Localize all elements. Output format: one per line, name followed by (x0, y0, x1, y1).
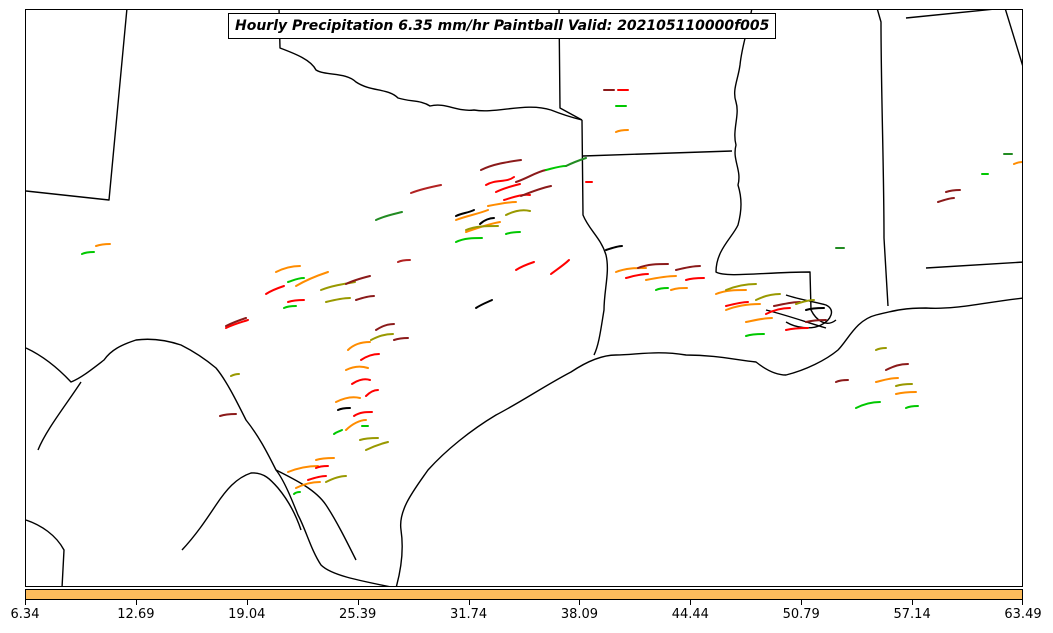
colorbar-tick-label: 12.69 (117, 607, 155, 622)
colorbar-tick-mark (246, 600, 248, 605)
river-boundary-mississippi (715, 10, 837, 324)
boundaries-layer (26, 10, 1022, 586)
colorbar-tick-label: 31.74 (449, 607, 488, 622)
state-boundary-nm-co (26, 10, 128, 201)
state-boundary-al-fl (925, 261, 1022, 269)
state-boundary-mx-4 (275, 469, 357, 561)
state-boundary-ok-tx (278, 10, 583, 121)
colorbar-tick-label: 25.39 (339, 607, 377, 622)
colorbar-tick-label: 63.49 (1004, 607, 1042, 622)
colorbar-tick-mark (468, 600, 470, 605)
colorbar-tick-label: 6.34 (10, 607, 40, 622)
map-title: Hourly Precipitation 6.35 mm/hr Paintbal… (228, 13, 777, 39)
colorbar-tick-label: 50.79 (782, 607, 820, 622)
border-us-mexico (26, 338, 390, 586)
precip-paintball-layer (81, 89, 1022, 495)
coastline-gulf (395, 297, 1022, 586)
colorbar-tick-mark (357, 600, 359, 605)
colorbar-tick-mark (25, 600, 26, 605)
colorbar-tick-label: 19.04 (228, 607, 266, 622)
state-boundary-ar-la (582, 150, 733, 157)
colorbar-tick-label: 44.44 (671, 607, 709, 622)
state-boundary-tx-la (581, 119, 609, 356)
colorbar-tick-label: 57.14 (893, 607, 931, 622)
colorbar-tick-mark (801, 600, 803, 605)
colorbar (25, 589, 1023, 600)
colorbar-tick-mark (912, 600, 914, 605)
state-boundary-mx-3 (181, 472, 302, 551)
map-canvas (26, 10, 1022, 586)
colorbar-tick-mark (135, 600, 137, 605)
colorbar-tick-mark (1022, 600, 1023, 605)
colorbar-tick-label: 38.09 (560, 607, 599, 622)
state-boundary-ms-al (876, 10, 889, 307)
colorbar-tick-mark (690, 600, 692, 605)
map-panel (25, 9, 1023, 587)
colorbar-tick-mark (579, 600, 581, 605)
state-boundary-mx-2 (37, 381, 82, 451)
state-boundary-ok-ar (558, 10, 583, 121)
state-boundary-mx-1 (26, 519, 65, 586)
state-boundary-ga (905, 10, 1022, 66)
